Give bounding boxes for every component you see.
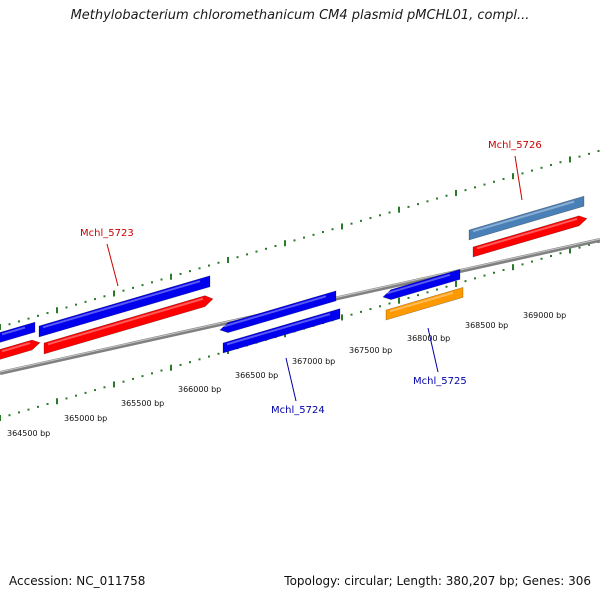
gene-label: Mchl_5726 bbox=[488, 140, 542, 151]
scale-labels: 364500 bp 365000 bp 365500 bp 366000 bp 3665… bbox=[7, 311, 566, 438]
map-title: Methylobacterium chloromethanicum CM4 pl… bbox=[70, 8, 530, 23]
scale-label: 366500 bp bbox=[235, 371, 278, 380]
gene-feature-rna bbox=[468, 195, 585, 241]
gene-feature-other bbox=[385, 286, 464, 321]
gene-feature-reverse bbox=[0, 321, 36, 343]
gene-label: Mchl_5724 bbox=[271, 405, 325, 416]
gene-feature-forward bbox=[43, 295, 214, 355]
scale-label: 366000 bp bbox=[178, 385, 221, 394]
gene-feature-reverse-shine bbox=[42, 280, 201, 329]
gene-label: Mchl_5723 bbox=[80, 228, 134, 239]
gene-feature-reverse-shine bbox=[386, 273, 451, 295]
gene-label: Mchl_5725 bbox=[413, 376, 467, 387]
scale-label: 367000 bp bbox=[292, 357, 335, 366]
gene-feature-reverse bbox=[38, 275, 211, 338]
scale-label: 368000 bp bbox=[407, 334, 450, 343]
gene-feature-forward-shine bbox=[47, 297, 204, 346]
gene-labels: Mchl_5723 Mchl_5724 Mchl_5725 Mchl_5726 bbox=[80, 140, 542, 416]
scale-ticks-inner bbox=[0, 241, 600, 421]
accession-text: Accession: NC_011758 bbox=[9, 574, 146, 588]
gene-feature-reverse bbox=[222, 308, 341, 354]
scale-label: 369000 bp bbox=[523, 311, 566, 320]
gene-feature-forward-shine bbox=[476, 217, 578, 250]
gene-feature-other-shine bbox=[389, 291, 454, 313]
gene-feature-reverse bbox=[219, 290, 337, 333]
scale-ticks-outer bbox=[0, 150, 600, 330]
genome-summary-text: Topology: circular; Length: 380,207 bp; … bbox=[284, 574, 591, 588]
gene-feature-reverse-shine bbox=[223, 295, 327, 328]
gene-leader-line bbox=[427, 327, 439, 373]
features bbox=[0, 195, 588, 360]
gene-feature-reverse-shine bbox=[1, 326, 26, 336]
scale-label: 367500 bp bbox=[349, 346, 392, 355]
gene-feature-forward bbox=[0, 339, 41, 360]
gene-leader-line bbox=[285, 357, 297, 402]
gene-feature-rna-shine bbox=[472, 200, 575, 233]
scale-label: 368500 bp bbox=[465, 321, 508, 330]
gene-feature-forward bbox=[472, 215, 588, 258]
gene-feature-reverse-shine bbox=[226, 313, 331, 346]
gene-feature-forward-shine bbox=[1, 342, 31, 353]
scale-label: 364500 bp bbox=[7, 429, 50, 438]
scale-label: 365000 bp bbox=[64, 414, 107, 423]
gene-leader-line bbox=[106, 243, 119, 287]
gene-feature-reverse bbox=[382, 268, 461, 300]
scale-label: 365500 bp bbox=[121, 399, 164, 408]
gene-leader-line bbox=[514, 155, 523, 201]
